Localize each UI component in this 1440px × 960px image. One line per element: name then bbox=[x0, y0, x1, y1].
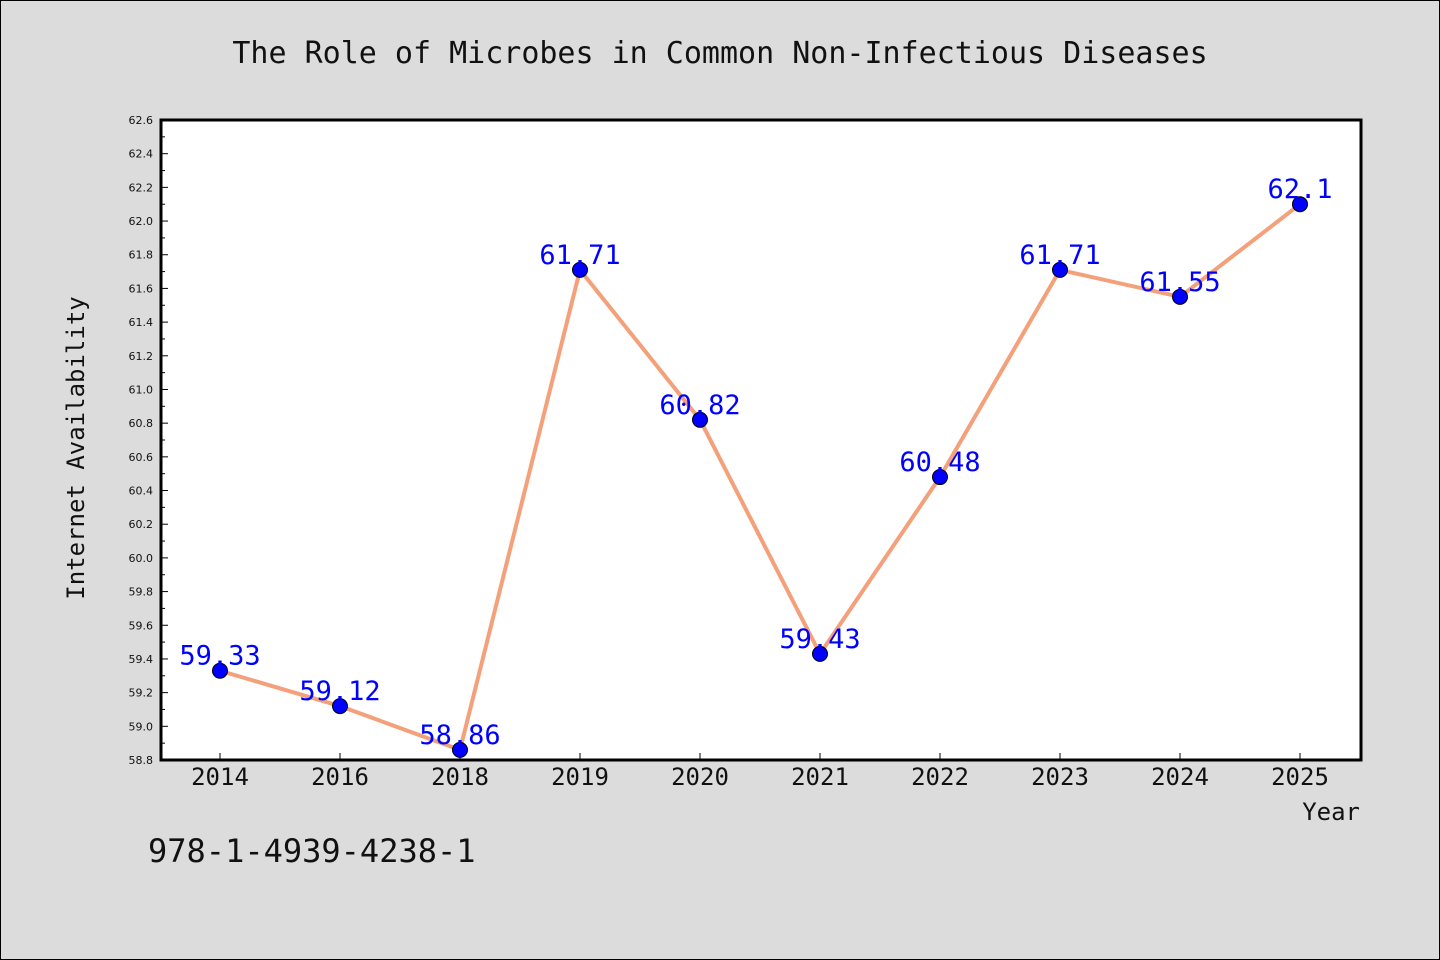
y-axis-label: Internet Availability bbox=[62, 296, 90, 599]
data-point bbox=[1292, 196, 1308, 213]
data-point bbox=[332, 698, 348, 715]
y-tick-label: 59.6 bbox=[129, 619, 154, 632]
x-tick-label: 2014 bbox=[191, 763, 249, 791]
y-tick-label: 61.8 bbox=[129, 249, 154, 262]
data-point bbox=[932, 469, 948, 486]
data-label: 59.43 bbox=[779, 624, 860, 655]
y-tick-label: 62.0 bbox=[129, 215, 154, 228]
series-line bbox=[219, 202, 1302, 752]
x-axis: 2014 2016 2018 2019 2020 2021 2022 2023 2024 2025 bbox=[191, 753, 1329, 791]
x-tick-label: 2023 bbox=[1031, 763, 1089, 791]
y-tick-label: 61.2 bbox=[129, 350, 154, 363]
data-point bbox=[1052, 261, 1068, 278]
plot-area bbox=[159, 118, 1363, 762]
data-label: 60.82 bbox=[659, 390, 740, 421]
y-tick-label: 62.6 bbox=[129, 114, 154, 127]
x-tick-label: 2024 bbox=[1151, 763, 1209, 791]
y-tick-label: 58.8 bbox=[129, 754, 154, 767]
x-tick-label: 2019 bbox=[551, 763, 609, 791]
data-point bbox=[812, 645, 828, 662]
y-tick-label: 61.4 bbox=[129, 316, 154, 329]
y-axis: 58.8 59.0 59.2 59.4 59.6 59.8 60.0 60.2 60.4 60.6… bbox=[129, 114, 168, 767]
y-tick-label: 60.4 bbox=[129, 485, 154, 498]
data-label: 62.1 bbox=[1267, 174, 1332, 205]
data-label: 61.71 bbox=[1019, 240, 1100, 271]
data-point bbox=[692, 411, 708, 428]
x-tick-label: 2021 bbox=[791, 763, 849, 791]
data-label: 61.71 bbox=[539, 240, 620, 271]
y-tick-label: 59.0 bbox=[129, 720, 154, 733]
data-point bbox=[452, 741, 468, 758]
y-tick-label: 61.6 bbox=[129, 282, 154, 295]
x-tick-label: 2020 bbox=[671, 763, 729, 791]
series-path bbox=[219, 202, 1302, 752]
data-label: 58.86 bbox=[419, 720, 500, 751]
data-label: 59.12 bbox=[299, 676, 380, 707]
y-tick-label: 60.8 bbox=[129, 417, 154, 430]
y-tick-label: 59.4 bbox=[129, 653, 154, 666]
x-tick-label: 2018 bbox=[431, 763, 489, 791]
data-label: 60.48 bbox=[899, 447, 980, 478]
series-markers bbox=[212, 196, 1308, 758]
y-tick-label: 62.2 bbox=[129, 181, 154, 194]
x-tick-label: 2022 bbox=[911, 763, 969, 791]
data-point bbox=[572, 261, 588, 278]
y-tick-label: 61.0 bbox=[129, 383, 154, 396]
data-labels: 59.33 59.12 58.86 61.71 60.82 59.43 60.48 61.71… bbox=[179, 174, 1332, 751]
y-tick-label: 62.4 bbox=[129, 148, 154, 161]
data-point bbox=[1172, 288, 1188, 305]
x-axis-label: Year bbox=[1302, 798, 1360, 826]
data-point bbox=[212, 662, 228, 679]
x-tick-label: 2016 bbox=[311, 763, 369, 791]
y-tick-label: 60.2 bbox=[129, 518, 154, 531]
data-label: 59.33 bbox=[179, 641, 260, 672]
y-tick-label: 59.2 bbox=[129, 687, 154, 700]
data-label: 61.55 bbox=[1139, 267, 1220, 298]
isbn-text: 978-1-4939-4238-1 bbox=[148, 832, 476, 870]
y-tick-label: 60.6 bbox=[129, 451, 154, 464]
x-tick-label: 2025 bbox=[1271, 763, 1329, 791]
y-tick-label: 60.0 bbox=[129, 552, 154, 565]
chart-title: The Role of Microbes in Common Non-Infec… bbox=[232, 36, 1207, 71]
y-tick-label: 59.8 bbox=[129, 586, 154, 599]
